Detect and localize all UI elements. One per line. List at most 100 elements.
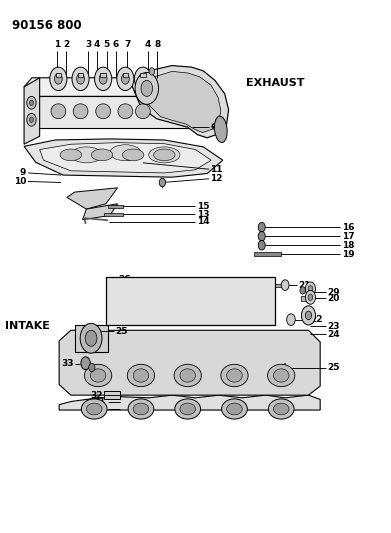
Polygon shape	[75, 325, 108, 352]
Circle shape	[305, 290, 316, 304]
Polygon shape	[32, 96, 196, 128]
Text: 16: 16	[342, 223, 354, 232]
Ellipse shape	[84, 365, 112, 386]
Ellipse shape	[127, 365, 154, 386]
Circle shape	[80, 324, 102, 353]
Ellipse shape	[133, 369, 149, 382]
Text: 31: 31	[94, 397, 106, 406]
Polygon shape	[59, 395, 320, 410]
Text: 19: 19	[342, 250, 354, 259]
Text: 8: 8	[154, 40, 160, 49]
Text: 32: 32	[90, 391, 102, 400]
Ellipse shape	[110, 145, 141, 161]
Polygon shape	[24, 78, 203, 96]
Polygon shape	[108, 205, 124, 208]
Text: 24: 24	[327, 329, 340, 338]
Ellipse shape	[267, 365, 295, 386]
Text: 6: 6	[210, 123, 217, 132]
Text: 5: 5	[104, 40, 110, 49]
Ellipse shape	[133, 403, 149, 415]
Circle shape	[308, 294, 313, 301]
Circle shape	[141, 80, 152, 96]
Circle shape	[149, 68, 154, 75]
Text: 22: 22	[310, 315, 323, 324]
Circle shape	[99, 74, 107, 84]
Bar	[78, 73, 83, 77]
Text: 23: 23	[327, 321, 340, 330]
Text: 30: 30	[94, 405, 106, 414]
Ellipse shape	[268, 399, 294, 419]
Ellipse shape	[174, 365, 201, 386]
Ellipse shape	[221, 365, 248, 386]
Circle shape	[27, 96, 36, 109]
Bar	[123, 73, 128, 77]
Ellipse shape	[136, 104, 150, 119]
Polygon shape	[24, 139, 223, 177]
Ellipse shape	[180, 369, 196, 382]
Polygon shape	[269, 284, 285, 287]
Text: 2: 2	[63, 40, 69, 49]
Circle shape	[27, 114, 36, 126]
Text: 6: 6	[113, 40, 119, 49]
Circle shape	[301, 306, 316, 325]
Circle shape	[89, 364, 95, 372]
Text: 9: 9	[20, 168, 26, 177]
Polygon shape	[104, 213, 124, 216]
Ellipse shape	[149, 147, 180, 163]
Text: 18: 18	[342, 241, 354, 250]
Polygon shape	[59, 330, 320, 395]
Ellipse shape	[128, 399, 154, 419]
Circle shape	[305, 282, 316, 296]
Polygon shape	[135, 296, 149, 302]
Polygon shape	[24, 78, 39, 144]
Circle shape	[117, 67, 134, 91]
Circle shape	[50, 67, 67, 91]
Text: 26: 26	[118, 275, 131, 284]
Text: 33: 33	[61, 359, 74, 368]
Text: 1: 1	[54, 40, 60, 49]
Circle shape	[258, 222, 265, 232]
Polygon shape	[254, 252, 281, 256]
Text: INTAKE: INTAKE	[5, 321, 50, 331]
Ellipse shape	[227, 369, 242, 382]
Circle shape	[135, 67, 151, 91]
FancyBboxPatch shape	[106, 277, 275, 325]
Circle shape	[54, 74, 62, 84]
Text: 17: 17	[342, 232, 354, 241]
Circle shape	[30, 100, 33, 106]
Circle shape	[81, 357, 90, 369]
Ellipse shape	[222, 399, 248, 419]
Polygon shape	[301, 296, 312, 301]
Polygon shape	[141, 71, 221, 133]
Ellipse shape	[51, 104, 66, 119]
Ellipse shape	[273, 369, 289, 382]
Ellipse shape	[214, 116, 227, 142]
Circle shape	[95, 67, 112, 91]
Polygon shape	[141, 287, 154, 292]
Text: 7: 7	[124, 40, 131, 49]
Polygon shape	[67, 188, 118, 209]
Circle shape	[258, 231, 265, 241]
Ellipse shape	[71, 147, 102, 163]
Polygon shape	[149, 277, 164, 282]
Circle shape	[77, 74, 84, 84]
Circle shape	[300, 287, 305, 294]
Ellipse shape	[175, 399, 201, 419]
Ellipse shape	[96, 104, 111, 119]
Circle shape	[72, 67, 89, 91]
Polygon shape	[39, 143, 211, 173]
Circle shape	[85, 330, 97, 346]
Text: 15: 15	[197, 202, 209, 211]
Polygon shape	[83, 204, 118, 220]
Ellipse shape	[180, 403, 196, 415]
Circle shape	[287, 314, 295, 326]
Ellipse shape	[154, 149, 175, 161]
Ellipse shape	[91, 149, 113, 161]
Circle shape	[122, 74, 129, 84]
Polygon shape	[104, 391, 120, 399]
Text: 25: 25	[327, 363, 340, 372]
Text: 3: 3	[85, 40, 91, 49]
Bar	[140, 73, 145, 77]
Circle shape	[305, 311, 312, 320]
Ellipse shape	[60, 149, 82, 161]
